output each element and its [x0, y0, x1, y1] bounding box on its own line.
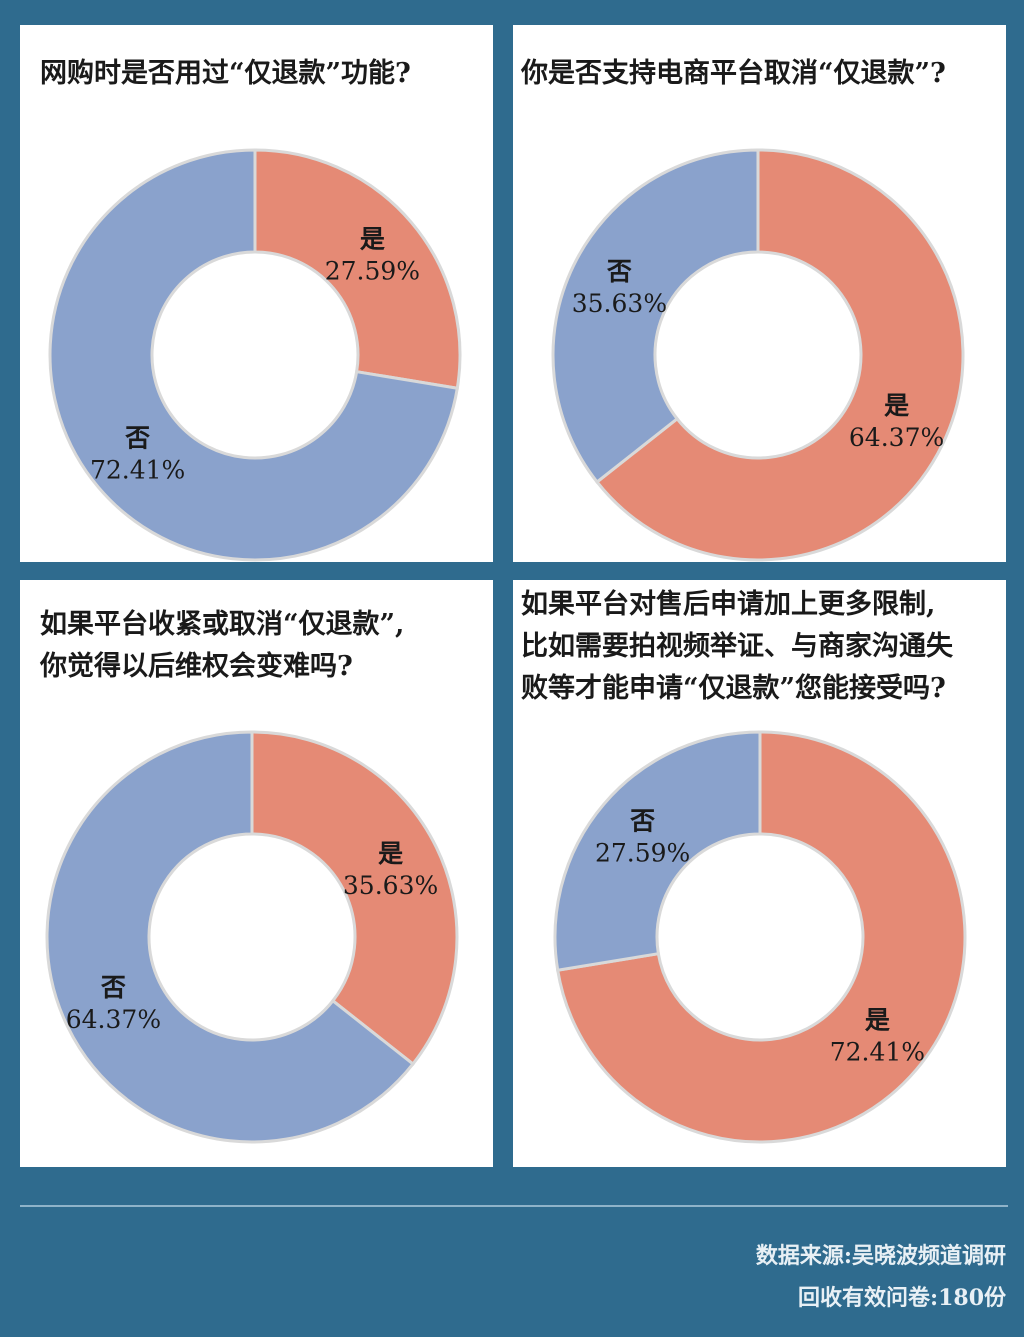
donut-3-slice-2 [45, 730, 416, 1144]
donut-2-slice-1-value: 64.37% [849, 423, 944, 452]
donut-4-slice-2-label: 否 [629, 806, 655, 835]
donut-chart-3: 是 35.63% 否 64.37% [45, 730, 459, 1144]
chart-title-3: 如果平台收紧或取消“仅退款”, 你觉得以后维权会变难吗? [40, 604, 481, 688]
chart-title-2: 你是否支持电商平台取消“仅退款”? [521, 58, 946, 89]
donut-3-slice-1 [250, 730, 459, 1067]
donut-1-slice-2-label: 否 [124, 424, 150, 453]
donut-1-slice-2 [48, 148, 460, 562]
donut-4-slice-2 [553, 730, 762, 972]
donut-3-slice-1-value: 35.63% [343, 871, 438, 900]
donut-4-slice-1 [555, 730, 967, 1144]
chart-panel-4: 如果平台对售后申请加上更多限制, 比如需要拍视频举证、与商家沟通失 败等才能申请… [513, 580, 1006, 1167]
donut-3-slice-2-value: 64.37% [66, 1005, 161, 1034]
donut-3-slice-2-label: 否 [100, 973, 126, 1002]
donut-4-slice-2-value: 27.59% [595, 838, 690, 867]
footer-divider [20, 1205, 1008, 1207]
donut-2-slice-1-label: 是 [884, 391, 909, 420]
donut-chart-4: 是 72.41% 否 27.59% [553, 730, 967, 1144]
chart-title-4-line-2: 比如需要拍视频举证、与商家沟通失 [521, 631, 953, 662]
donut-1-slice-2-value: 72.41% [90, 456, 185, 485]
donut-4-slice-1-label: 是 [865, 1006, 890, 1035]
chart-panel-3: 如果平台收紧或取消“仅退款”, 你觉得以后维权会变难吗? 是 35.63% 否 64.… [20, 580, 493, 1167]
chart-title-1: 网购时是否用过“仅退款”功能? [40, 58, 411, 89]
donut-2-slice-2-value: 35.63% [572, 289, 667, 318]
donut-2-slice-2-label: 否 [606, 257, 632, 286]
chart-title-3-line-2: 你觉得以后维权会变难吗? [40, 651, 353, 682]
chart-title-4: 如果平台对售后申请加上更多限制, 比如需要拍视频举证、与商家沟通失 败等才能申请… [521, 584, 994, 710]
donut-chart-1: 是 27.59% 否 72.41% [48, 148, 462, 562]
donut-2-slice-2 [551, 148, 760, 485]
data-source-text: 数据来源:吴晓波频道调研 [755, 1243, 1006, 1269]
donut-1-slice-1 [253, 148, 462, 390]
chart-title-4-line-3: 败等才能申请“仅退款”您能接受吗? [521, 673, 946, 704]
donut-1-slice-1-value: 27.59% [325, 256, 420, 285]
sample-size-text: 回收有效问卷:180份 [797, 1285, 1006, 1311]
donut-1-slice-1-label: 是 [360, 224, 385, 253]
chart-title-4-line-1: 如果平台对售后申请加上更多限制, [521, 589, 936, 620]
donut-3-slice-1-label: 是 [378, 839, 403, 868]
chart-title-3-line-1: 如果平台收紧或取消“仅退款”, [40, 609, 405, 640]
donut-chart-2: 是 64.37% 否 35.63% [551, 148, 965, 562]
chart-panel-1: 网购时是否用过“仅退款”功能? 是 27.59% 否 72.41% [20, 25, 493, 562]
chart-panel-2: 你是否支持电商平台取消“仅退款”? 是 64.37% 否 35.63% [513, 25, 1006, 562]
donut-4-slice-1-value: 72.41% [830, 1038, 925, 1067]
donut-2-slice-1 [594, 148, 965, 562]
